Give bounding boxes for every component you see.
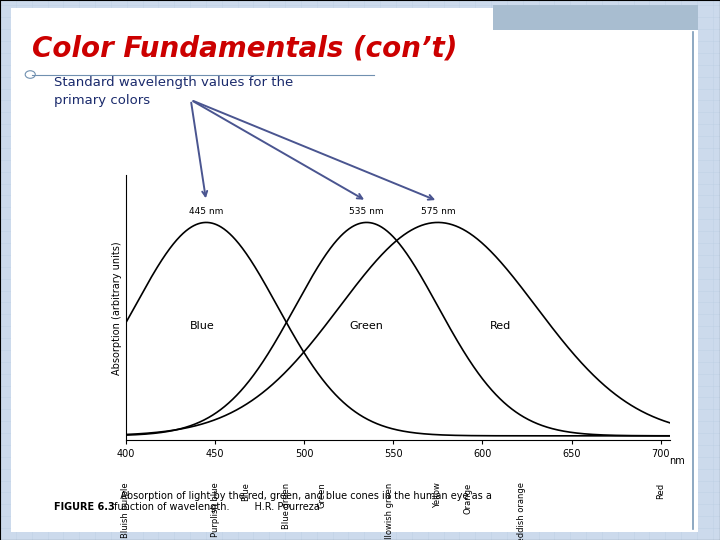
Text: Red: Red — [490, 321, 511, 331]
Text: 445 nm: 445 nm — [189, 207, 223, 216]
Text: primary colors: primary colors — [54, 93, 150, 107]
Text: Absorption of light by the red, green, and blue cones in the human eye as a
func: Absorption of light by the red, green, a… — [114, 491, 492, 512]
Text: Green: Green — [318, 482, 327, 508]
Text: Color Fundamentals (con’t): Color Fundamentals (con’t) — [32, 35, 458, 63]
Text: Orange: Orange — [464, 482, 473, 514]
Text: Purplish blue: Purplish blue — [211, 482, 220, 537]
Text: Reddish orange: Reddish orange — [517, 482, 526, 540]
Text: Blue: Blue — [190, 321, 215, 331]
Text: Bluish purple: Bluish purple — [122, 482, 130, 538]
Text: FIGURE 6.3: FIGURE 6.3 — [54, 502, 114, 512]
Text: Standard wavelength values for the: Standard wavelength values for the — [54, 76, 293, 90]
Text: Blue: Blue — [241, 482, 250, 501]
Text: Red: Red — [656, 482, 665, 498]
Text: Yellowish green: Yellowish green — [385, 482, 395, 540]
Text: Yellow: Yellow — [433, 482, 442, 508]
Text: 535 nm: 535 nm — [349, 207, 384, 216]
Text: Blue green: Blue green — [282, 482, 291, 529]
Text: nm: nm — [670, 456, 685, 466]
Text: 575 nm: 575 nm — [420, 207, 455, 216]
Y-axis label: Absorption (arbitrary units): Absorption (arbitrary units) — [112, 241, 122, 375]
Text: Green: Green — [350, 321, 384, 331]
